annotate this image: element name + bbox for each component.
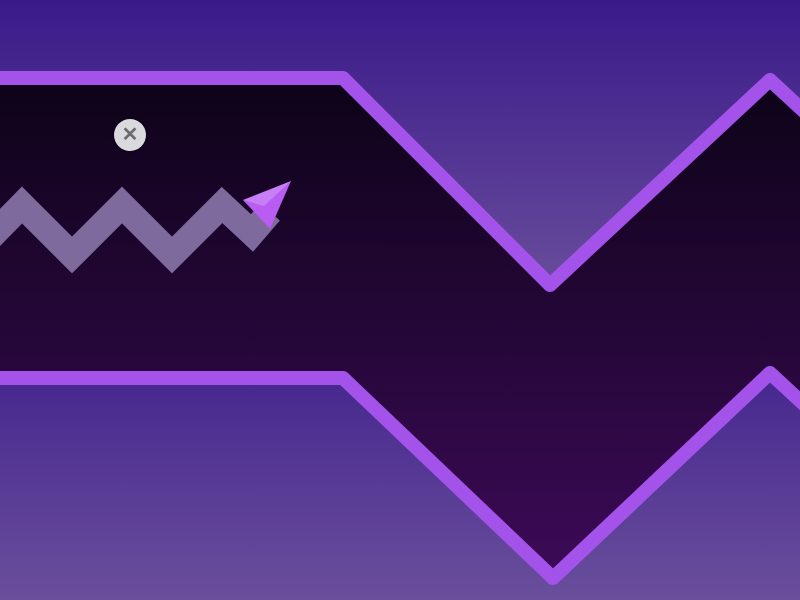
- close-button[interactable]: ✕: [114, 119, 146, 151]
- floor-outline: [0, 366, 800, 585]
- wave-player-icon: [243, 181, 291, 229]
- close-icon: ✕: [121, 124, 139, 146]
- corridor: [0, 78, 800, 578]
- ceiling-outline: [0, 71, 800, 292]
- wave-trail: [0, 186, 280, 274]
